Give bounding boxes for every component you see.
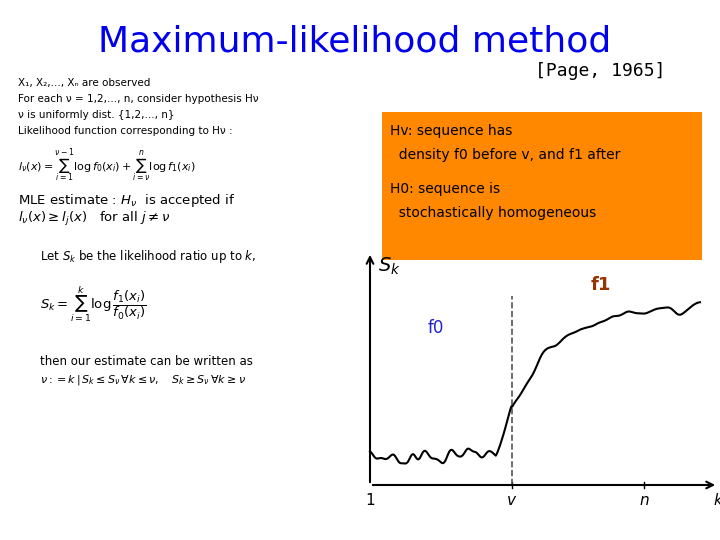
Text: n: n — [639, 493, 649, 508]
Text: stochastically homogeneous: stochastically homogeneous — [390, 206, 596, 220]
Text: H0: sequence is: H0: sequence is — [390, 182, 500, 196]
Text: X₁, X₂,..., Xₙ are observed: X₁, X₂,..., Xₙ are observed — [18, 78, 150, 88]
Text: $l_\nu(x) = \sum_{i=1}^{\nu-1}\log f_0(x_i) + \sum_{i=\nu}^{n}\log f_1(x_i)$: $l_\nu(x) = \sum_{i=1}^{\nu-1}\log f_0(x… — [18, 148, 196, 185]
Text: k: k — [714, 493, 720, 508]
Text: $l_\nu(x) \geq l_j(x)$   for all $j \neq \nu$: $l_\nu(x) \geq l_j(x)$ for all $j \neq \… — [18, 210, 170, 228]
Bar — [382, 112, 702, 260]
Text: [Page, 1965]: [Page, 1965] — [535, 62, 665, 80]
Text: f1: f1 — [591, 276, 611, 294]
Text: Hv: sequence has: Hv: sequence has — [390, 124, 513, 138]
Text: f0: f0 — [428, 319, 444, 337]
Text: MLE estimate : $H_\nu$  is accepted if: MLE estimate : $H_\nu$ is accepted if — [18, 192, 235, 209]
Text: For each ν = 1,2,..., n, consider hypothesis Hν: For each ν = 1,2,..., n, consider hypoth… — [18, 94, 258, 104]
Text: density f0 before v, and f1 after: density f0 before v, and f1 after — [390, 148, 621, 162]
Text: $S_k = \sum_{i=1}^{k}\log\dfrac{f_1(x_i)}{f_0(x_i)}$: $S_k = \sum_{i=1}^{k}\log\dfrac{f_1(x_i)… — [40, 284, 147, 324]
Text: 1: 1 — [365, 493, 375, 508]
Text: $S_k$: $S_k$ — [378, 256, 401, 278]
Text: v: v — [508, 493, 516, 508]
Text: Likelihood function corresponding to Hν :: Likelihood function corresponding to Hν … — [18, 126, 233, 136]
Text: Maximum-likelihood method: Maximum-likelihood method — [99, 25, 611, 59]
Text: Let $S_k$ be the likelihood ratio up to $k$,: Let $S_k$ be the likelihood ratio up to … — [40, 248, 256, 265]
Text: ν is uniformly dist. {1,2,..., n}: ν is uniformly dist. {1,2,..., n} — [18, 110, 174, 120]
Text: then our estimate can be written as: then our estimate can be written as — [40, 355, 253, 368]
Text: $\nu := k\,|\,S_k \leq S_\nu\,\forall k \leq \nu,\quad S_k \geq S_\nu\,\forall k: $\nu := k\,|\,S_k \leq S_\nu\,\forall k … — [40, 372, 246, 387]
